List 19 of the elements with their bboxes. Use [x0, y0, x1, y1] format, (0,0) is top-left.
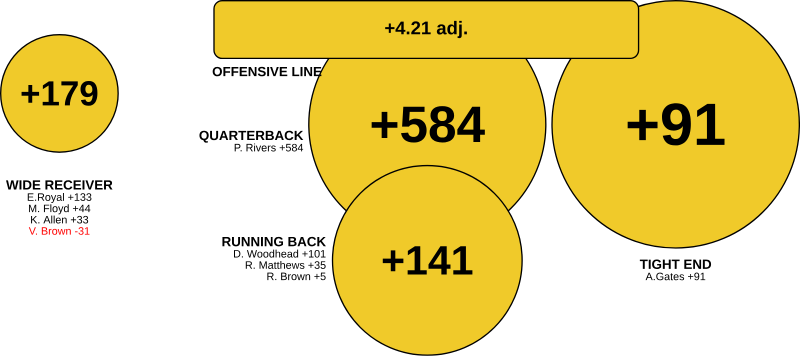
data-label: +91	[628, 103, 725, 146]
category-label: TIGHT END	[640, 260, 712, 270]
text: V. Brown -31	[28, 227, 90, 235]
text: A.Gates +91	[646, 272, 706, 280]
text: K. Allen +33	[31, 216, 88, 224]
text: D. Woodhead +101	[234, 250, 326, 258]
text: R. Brown +5	[267, 272, 326, 280]
text: P. Rivers +584	[234, 144, 304, 152]
text: M. Floyd +44	[28, 204, 90, 214]
data-label: +4.21	[385, 21, 431, 34]
data-label: +584	[372, 106, 485, 143]
data-label: +179	[22, 81, 98, 106]
category-label: RUNNING BACK	[222, 236, 326, 246]
text: E.Royal +133	[28, 193, 92, 204]
category-label: WIDE RECEIVER	[6, 180, 113, 190]
text: R. Matthews +35	[246, 261, 326, 269]
data-label: +141	[382, 246, 472, 275]
text: adj.	[436, 20, 467, 38]
category-label: QUARTERBACK	[199, 130, 304, 143]
